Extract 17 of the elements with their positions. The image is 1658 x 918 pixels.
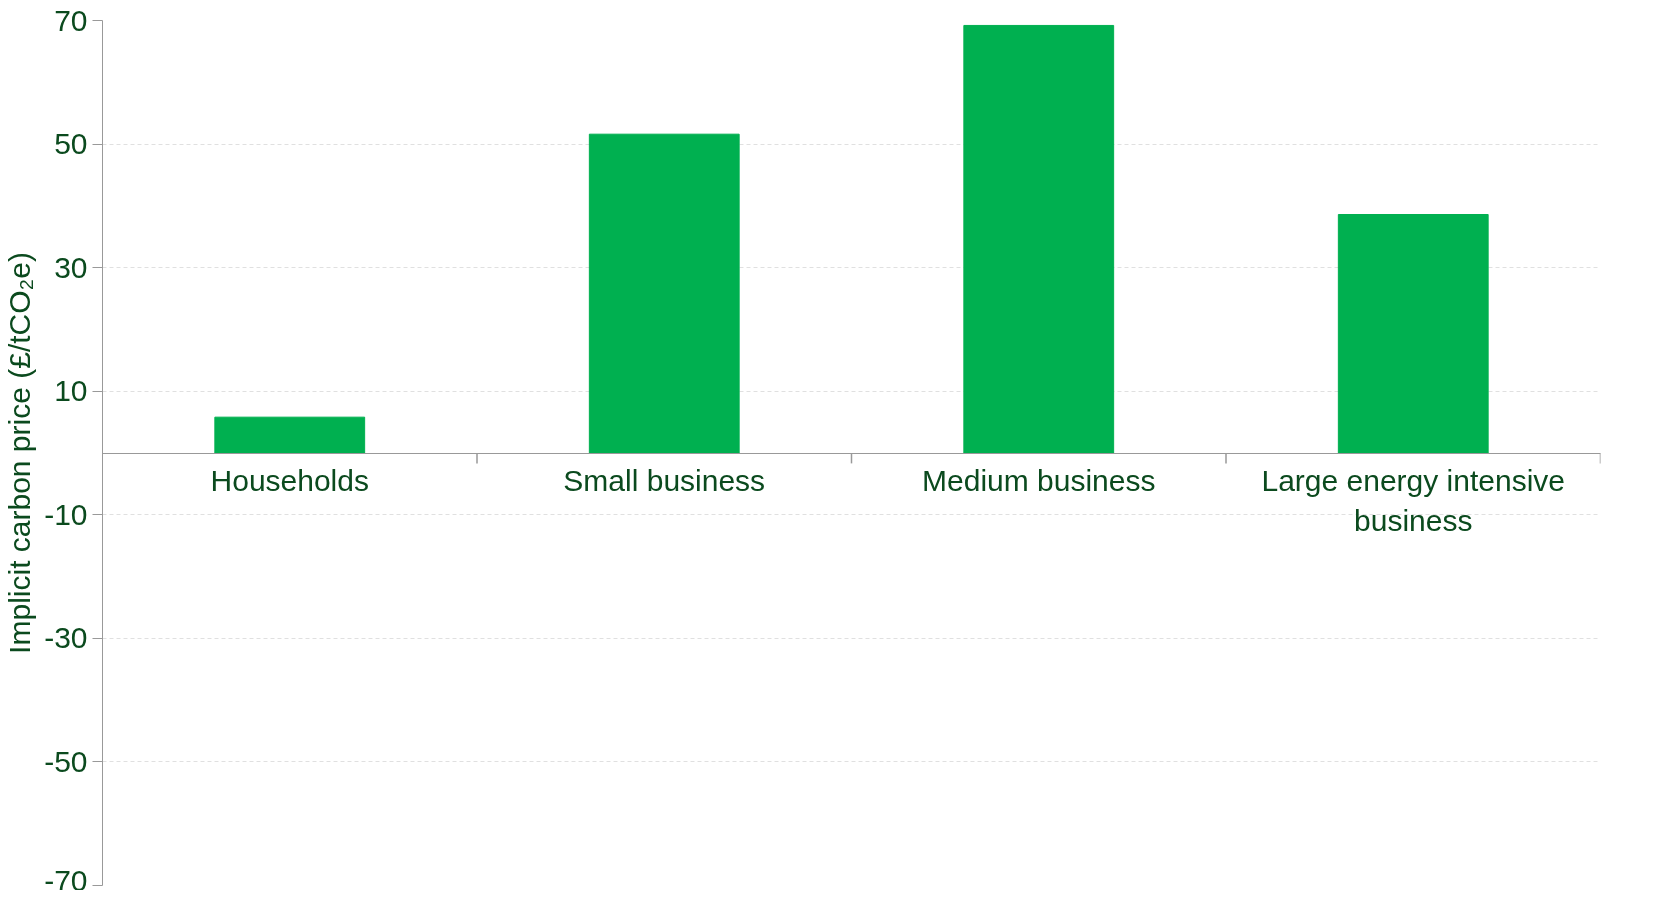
- y-tick-label: -10: [44, 497, 88, 531]
- bar: [1337, 214, 1489, 454]
- bar: [214, 416, 366, 454]
- y-tick-label: -70: [44, 863, 88, 897]
- x-tick-label: Large energy intensive business: [1261, 464, 1566, 537]
- y-tick-label: 70: [54, 3, 88, 37]
- bar: [963, 24, 1115, 454]
- y-tick-label: 10: [54, 374, 88, 408]
- x-tick-label: Households: [210, 464, 369, 497]
- y-tick-label: 50: [54, 127, 88, 161]
- bar: [588, 133, 740, 454]
- y-tick-label: -50: [44, 744, 88, 778]
- y-tick-label: 30: [54, 250, 88, 284]
- x-tick-label: Small business: [563, 464, 766, 497]
- y-tick-label: -30: [44, 621, 88, 655]
- y-axis-title: Implicit carbon price (£/tCO₂e): [3, 252, 37, 654]
- x-tick-label: Medium business: [922, 464, 1156, 497]
